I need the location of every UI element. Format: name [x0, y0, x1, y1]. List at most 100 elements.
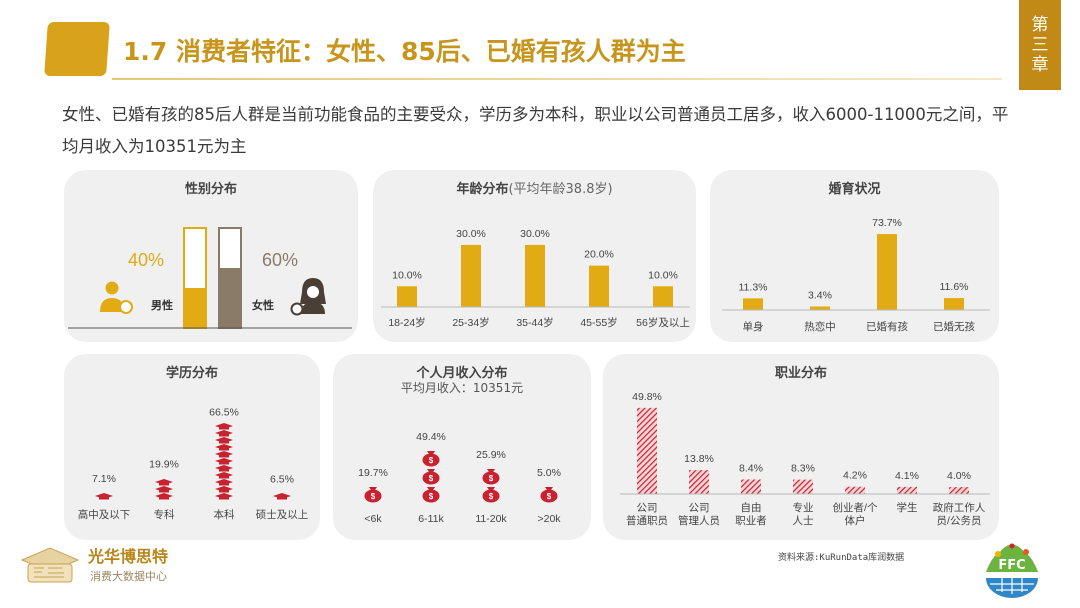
graduation-cap-icon	[215, 423, 233, 430]
bar-category-label: 管理人员	[678, 514, 720, 527]
bar-value-label: 13.8%	[684, 453, 714, 465]
income-panel: 个人月收入分布 平均月收入：10351元	[333, 354, 591, 540]
icon-part	[219, 496, 229, 500]
icon-part: $	[489, 474, 494, 483]
money-bag-icon: $	[422, 451, 440, 467]
graduation-cap-stack	[215, 423, 233, 500]
icon-part: $	[429, 474, 434, 483]
graduation-cap-icon	[215, 444, 233, 451]
money-bag-stack: $	[540, 487, 558, 503]
icon-part	[99, 496, 109, 500]
icon-part: $	[547, 492, 552, 501]
bar-category-label: 公司	[637, 502, 658, 514]
bar-value-label: 4.2%	[843, 470, 867, 482]
graduation-cap-icon	[215, 472, 233, 479]
money-bag-stack: $$	[482, 469, 500, 503]
ffc-globe-icon	[986, 543, 1038, 598]
bar-category-label: 45-55岁	[580, 316, 617, 329]
icon-part	[482, 471, 500, 485]
icon-part	[427, 487, 435, 490]
bar-value-label: 6.5%	[270, 474, 294, 486]
bar-category-label: 员/公务员	[937, 514, 982, 527]
panel-subtitle: 平均月收入：10351元	[400, 381, 524, 395]
ffc-logo: FFC Functional Foods Conference	[982, 543, 1043, 598]
icon-part	[301, 302, 325, 314]
graduation-cap-icon	[273, 493, 291, 500]
bar-category-label: 创业者/个	[833, 501, 878, 514]
icon-part	[277, 496, 287, 500]
bar	[810, 306, 830, 310]
bar	[743, 298, 763, 310]
chapter-tab: 第 三 章	[1019, 0, 1061, 90]
graduation-cap-icon	[215, 458, 233, 465]
male-user-icon	[100, 281, 133, 314]
bar-value-label: 11.3%	[739, 281, 768, 293]
icon-part	[159, 496, 169, 500]
title-divider	[112, 78, 1002, 80]
icon-part	[219, 475, 229, 479]
bar-category-label: 公司	[689, 502, 710, 514]
money-bag-icon: $	[482, 487, 500, 503]
bar-category-label: 体户	[845, 514, 866, 527]
bar-category-label: 高中及以下	[78, 508, 131, 521]
panel-title: 职业分布	[774, 366, 827, 381]
bar-value-label: 11.6%	[940, 281, 969, 293]
graduation-cap-stack	[95, 493, 113, 500]
icon-part	[219, 440, 229, 444]
gender-value-label: 40%	[128, 250, 164, 270]
icon-part: $	[429, 492, 434, 501]
intro-text: 女性、已婚有孩的85后人群是当前功能食品的主要受众，学历多为本科，职业以公司普通…	[62, 105, 1009, 156]
bar-value-label: 25.9%	[476, 449, 506, 461]
bar-category-label: 自由	[741, 501, 762, 514]
bar	[845, 486, 865, 494]
bar-category-label: >20k	[537, 513, 561, 525]
icon-part	[159, 482, 169, 486]
bar	[793, 479, 813, 494]
icon-part	[219, 426, 229, 430]
guanghua-logo: 光华博思特 消费大数据中心	[20, 547, 168, 583]
logo-brand-text: 光华博思特	[87, 547, 168, 566]
bar	[877, 234, 897, 310]
bar-category-label: <6k	[364, 513, 382, 525]
graduation-cap-icon	[215, 430, 233, 437]
icon-part: $	[371, 492, 376, 501]
icon-part: $	[429, 456, 434, 465]
graduation-cap-stack	[155, 479, 173, 500]
icon-part	[219, 447, 229, 451]
money-bag-icon: $	[422, 469, 440, 485]
icon-part	[219, 489, 229, 493]
graduation-cap-icon	[215, 465, 233, 472]
bar-value-label: 66.5%	[209, 407, 239, 419]
panel-title-sub: (平均年龄38.8岁)	[508, 182, 613, 197]
bar-value-label: 30.0%	[456, 228, 486, 240]
panel-title: 个人月收入分布	[416, 366, 508, 381]
bar-value-label: 7.1%	[92, 473, 116, 485]
gender-value-label: 60%	[262, 250, 298, 270]
money-bag-stack: $	[364, 487, 382, 503]
bar-value-label: 49.4%	[416, 431, 446, 443]
logo-emblem-icon	[20, 547, 80, 583]
bar	[741, 479, 761, 494]
icon-part	[545, 487, 553, 490]
icon-part	[427, 451, 435, 454]
bar-category-label: 已婚有孩	[866, 320, 908, 333]
bar-value-label: 3.4%	[808, 289, 832, 301]
marital-panel: 婚育状况	[710, 170, 999, 342]
icon-part	[219, 468, 229, 472]
occupation-panel: 职业分布	[603, 354, 999, 540]
page-title: 1.7 消费者特征：女性、85后、已婚有孩人群为主	[123, 37, 686, 66]
bar-value-label: 5.0%	[537, 467, 561, 479]
icon-part	[364, 489, 382, 503]
money-bag-stack: $ $ $	[422, 451, 440, 503]
bar	[589, 265, 609, 307]
icon-part	[307, 286, 319, 298]
panel-title: 年龄分布(平均年龄38.8岁)	[373, 178, 696, 197]
bar	[637, 407, 657, 494]
icon-part	[540, 489, 558, 503]
graduation-cap-icon	[155, 486, 173, 493]
icon-part	[219, 461, 229, 465]
ffc-sub-text: Functional Foods Conference	[982, 572, 1043, 577]
icon-part	[219, 482, 229, 486]
icon-part	[119, 300, 133, 314]
icon-part	[100, 298, 124, 312]
